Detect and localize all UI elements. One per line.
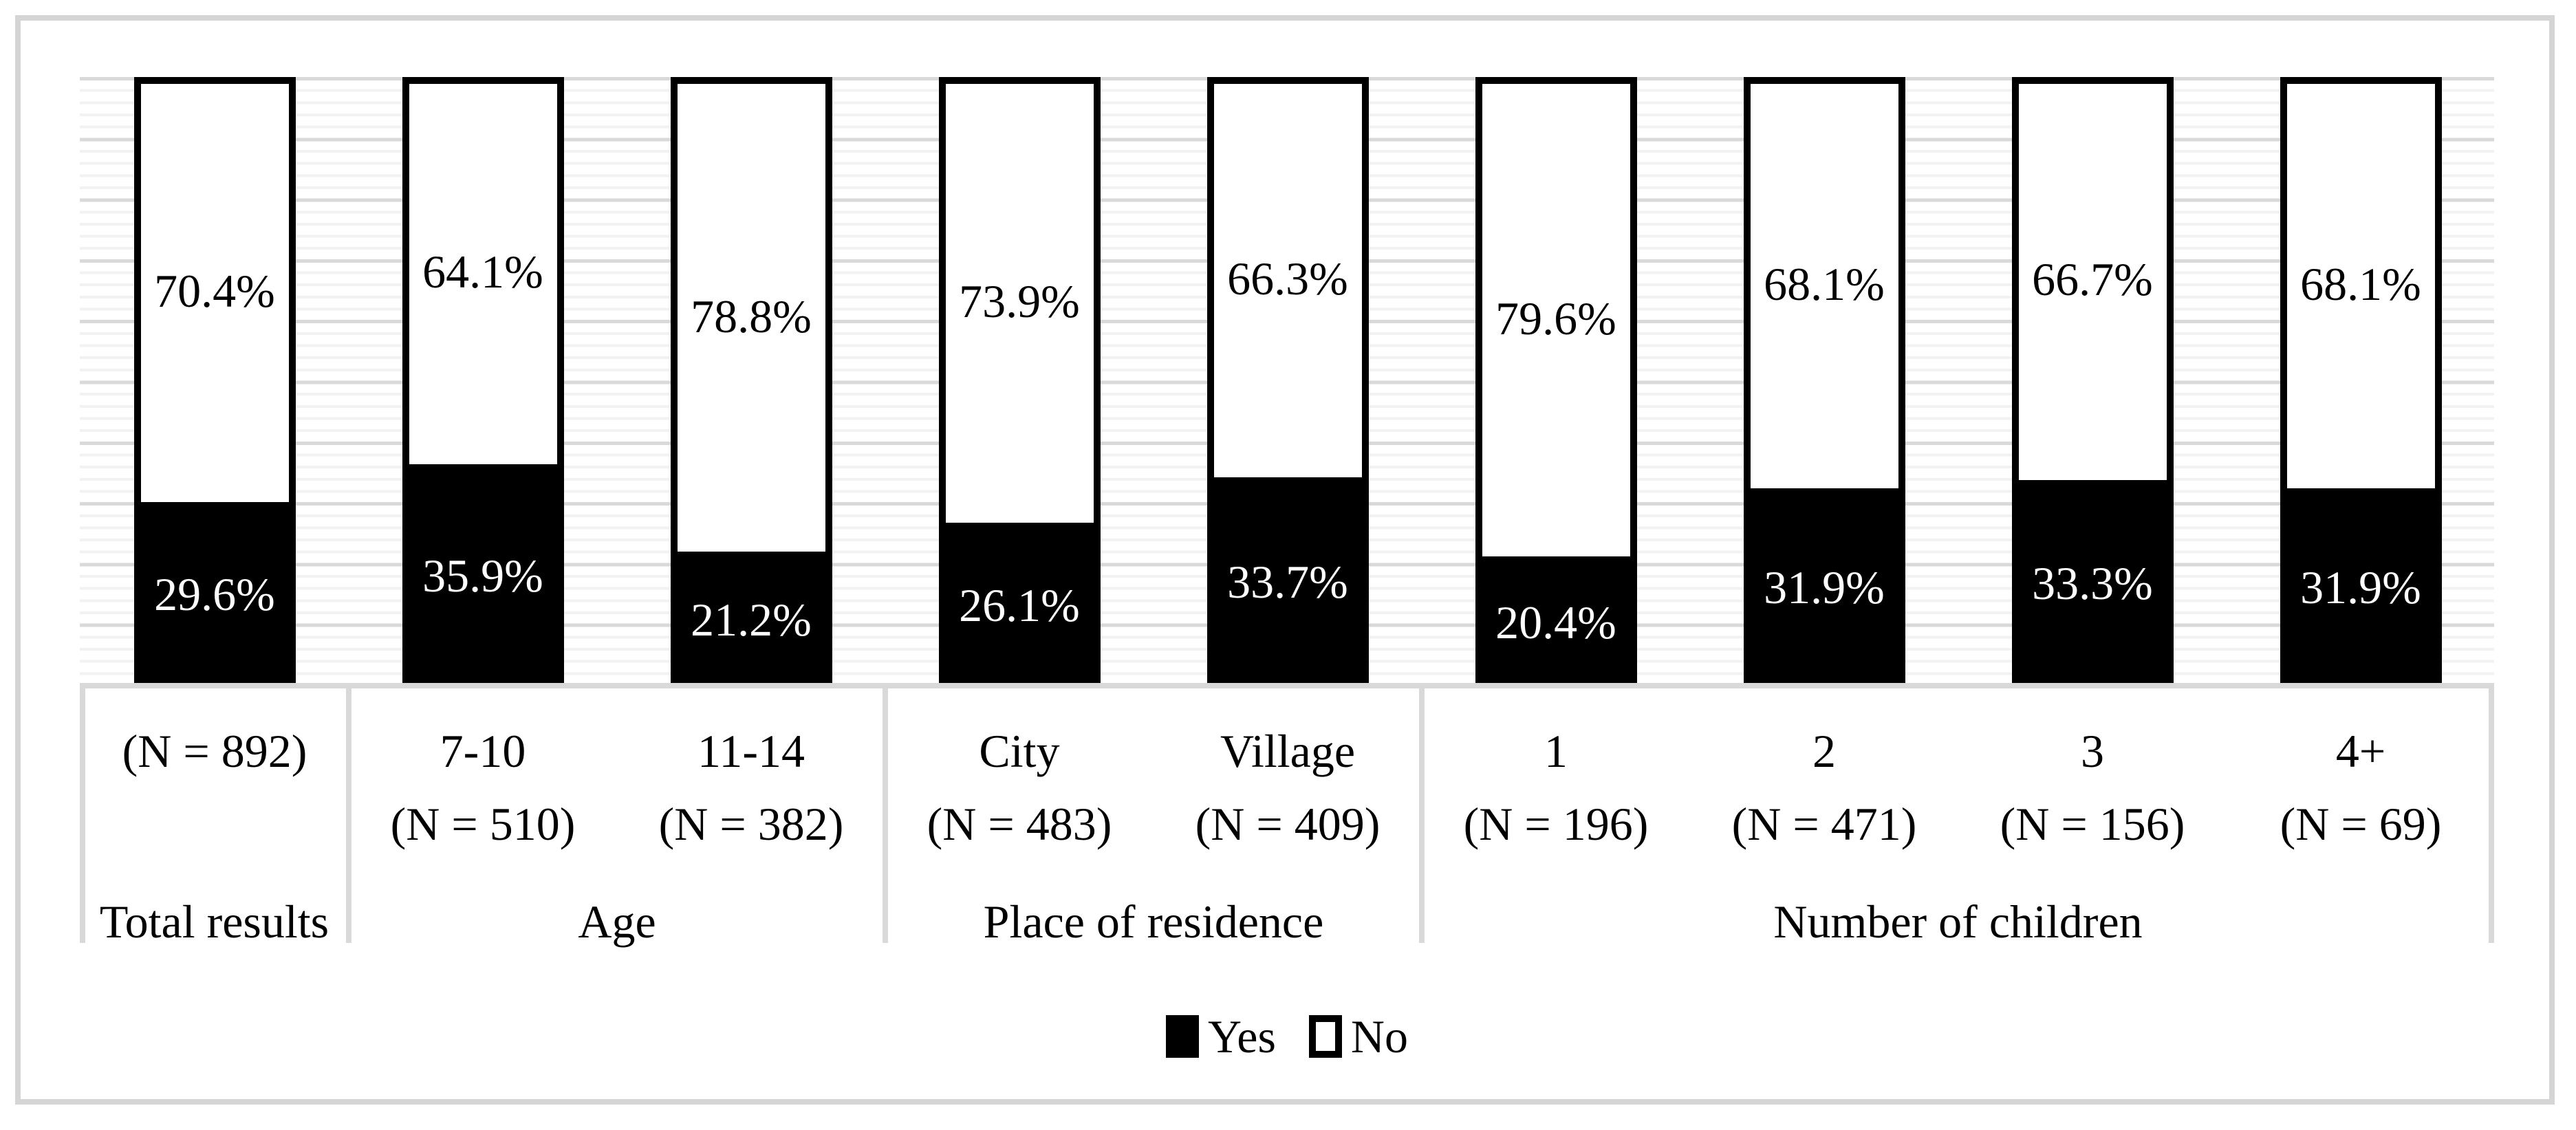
- table-separator: [80, 683, 85, 943]
- category-n-label: (N = 69): [2280, 798, 2442, 850]
- legend-yes-swatch: [1165, 1015, 1199, 1058]
- category-n-label: (N = 471): [1731, 798, 1917, 850]
- category-label: 1: [1544, 725, 1568, 777]
- stacked-bar: 64.1% 35.9%: [402, 77, 564, 684]
- stacked-bar: 79.6% 20.4%: [1475, 77, 1637, 684]
- category-n-label: (N = 196): [1463, 798, 1649, 850]
- no-value-label: 64.1%: [422, 246, 543, 298]
- yes-segment: [2286, 488, 2435, 677]
- stacked-bar: 66.3% 33.7%: [1206, 77, 1369, 684]
- no-value-label: 70.4%: [154, 264, 275, 317]
- table-separator: [1419, 683, 1425, 943]
- group-label: Age: [578, 895, 656, 948]
- category-label: Village: [1220, 725, 1356, 777]
- category-n-label: (N = 510): [390, 798, 576, 850]
- yes-segment: [2018, 479, 2167, 677]
- category-n-label: (N = 156): [2000, 798, 2185, 850]
- stacked-bar: 68.1% 31.9%: [2280, 77, 2442, 684]
- stacked-bar: 70.4% 29.6%: [133, 77, 296, 684]
- category-label: City: [979, 725, 1060, 777]
- category-n-label: (N = 483): [927, 798, 1112, 850]
- table-separator: [883, 683, 888, 943]
- yes-value-label: 33.3%: [2032, 556, 2153, 609]
- yes-segment: [1213, 477, 1362, 677]
- yes-segment: [140, 501, 289, 677]
- yes-value-label: 31.9%: [1764, 561, 1885, 614]
- category-label: 7-10: [440, 725, 526, 777]
- legend-no-label: No: [1350, 1010, 1409, 1063]
- legend-item-no: No: [1308, 1010, 1409, 1063]
- yes-value-label: 26.1%: [959, 578, 1080, 631]
- category-label: 2: [1812, 725, 1836, 777]
- group-label: Total results: [99, 895, 329, 948]
- no-value-label: 66.3%: [1227, 252, 1348, 305]
- stacked-bar: 73.9% 26.1%: [938, 77, 1101, 684]
- yes-value-label: 21.2%: [691, 594, 812, 647]
- legend-yes-label: Yes: [1207, 1010, 1276, 1063]
- yes-segment: [945, 522, 1094, 677]
- category-n-label: (N = 409): [1195, 798, 1381, 850]
- yes-value-label: 33.7%: [1227, 556, 1348, 609]
- stacked-bar: 66.7% 33.3%: [2011, 77, 2174, 684]
- yes-value-label: 31.9%: [2300, 561, 2421, 614]
- legend-no-swatch: [1308, 1015, 1342, 1058]
- yes-value-label: 35.9%: [422, 549, 543, 602]
- table-top-border: [80, 683, 2494, 688]
- group-label: Place of residence: [983, 895, 1324, 948]
- category-label: 4+: [2335, 725, 2386, 777]
- no-value-label: 68.1%: [1764, 257, 1885, 310]
- no-value-label: 73.9%: [959, 275, 1080, 328]
- category-label: 3: [2081, 725, 2104, 777]
- no-value-label: 79.6%: [1495, 292, 1616, 345]
- category-label: 11-14: [697, 725, 805, 777]
- legend: Yes No: [80, 1013, 2494, 1060]
- yes-segment: [1482, 556, 1630, 677]
- no-value-label: 68.1%: [2300, 257, 2421, 310]
- stacked-bar: 68.1% 31.9%: [1743, 77, 1905, 684]
- yes-segment: [409, 464, 557, 677]
- no-value-label: 66.7%: [2032, 253, 2153, 306]
- table-separator: [346, 683, 351, 943]
- no-value-label: 78.8%: [691, 290, 812, 343]
- table-separator: [2489, 683, 2494, 943]
- yes-segment: [1750, 488, 1898, 677]
- group-label: Number of children: [1773, 895, 2143, 948]
- stacked-bar: 78.8% 21.2%: [670, 77, 832, 684]
- yes-value-label: 29.6%: [154, 568, 275, 621]
- category-n-label: (N = 382): [658, 798, 844, 850]
- category-label: (N = 892): [122, 725, 307, 777]
- yes-segment: [677, 552, 825, 677]
- yes-value-label: 20.4%: [1495, 596, 1616, 649]
- legend-item-yes: Yes: [1165, 1010, 1276, 1063]
